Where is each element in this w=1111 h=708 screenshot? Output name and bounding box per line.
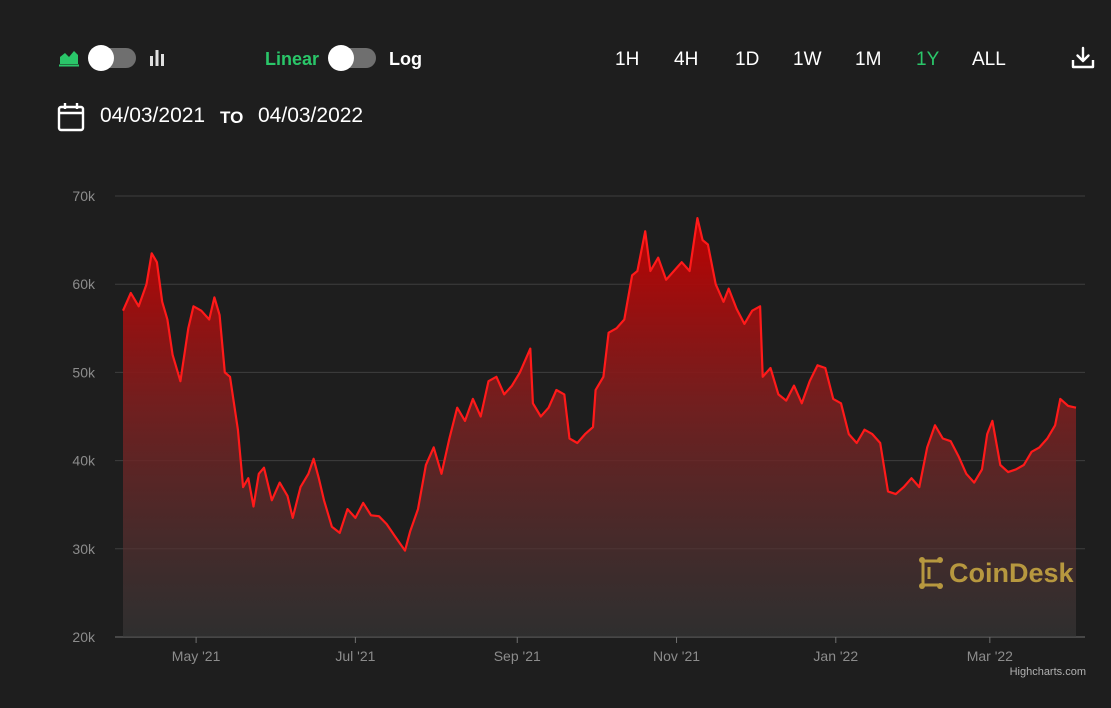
watermark-text: CoinDesk <box>949 558 1074 588</box>
x-tick-label: Jan '22 <box>813 648 858 664</box>
x-tick-label: Jul '21 <box>335 648 375 664</box>
range-1d-button[interactable]: 1D <box>735 49 760 70</box>
area-chart-icon[interactable] <box>58 47 80 67</box>
y-tick-label: 50k <box>72 364 96 380</box>
range-1h-button[interactable]: 1H <box>615 49 640 70</box>
price-line <box>121 217 1077 552</box>
x-tick-label: Nov '21 <box>653 648 700 664</box>
x-tick-label: Mar '22 <box>967 648 1013 664</box>
calendar-icon[interactable] <box>57 102 85 132</box>
range-1w-button[interactable]: 1W <box>793 49 822 70</box>
scale-toggle-knob <box>328 45 354 71</box>
scale-log-label[interactable]: Log <box>389 49 422 69</box>
x-axis: May '21 Jul '21 Sep '21 Nov '21 Jan '22 Mar '… <box>172 637 1013 664</box>
scale-linear-label[interactable]: Linear <box>265 49 320 69</box>
chart-type-toggle-knob <box>88 45 114 71</box>
x-tick-label: May '21 <box>172 648 221 664</box>
to-label: TO <box>220 108 244 127</box>
range-1y-button[interactable]: 1Y <box>916 49 940 70</box>
coindesk-logo-icon <box>919 557 943 589</box>
range-4h-button[interactable]: 4H <box>674 49 699 70</box>
x-tick-label: Sep '21 <box>494 648 541 664</box>
bar-chart-icon[interactable] <box>148 48 166 66</box>
y-tick-label: 30k <box>72 541 96 557</box>
range-1m-button[interactable]: 1M <box>855 49 882 70</box>
range-all-button[interactable]: ALL <box>972 49 1006 70</box>
download-icon[interactable] <box>1070 45 1096 71</box>
y-tick-label: 20k <box>72 629 96 645</box>
highcharts-credit[interactable]: Highcharts.com <box>1009 666 1086 678</box>
date-from-input[interactable]: 04/03/2021 <box>100 104 206 127</box>
chart-type-toggle[interactable] <box>88 45 136 71</box>
y-tick-label: 70k <box>72 188 96 204</box>
price-area <box>123 218 1076 637</box>
date-to-input[interactable]: 04/03/2022 <box>258 104 364 127</box>
y-tick-label: 60k <box>72 276 96 292</box>
y-axis: 20k 30k 40k 50k 60k 70k <box>72 188 96 645</box>
scale-toggle[interactable] <box>328 45 376 71</box>
y-tick-label: 40k <box>72 453 96 469</box>
